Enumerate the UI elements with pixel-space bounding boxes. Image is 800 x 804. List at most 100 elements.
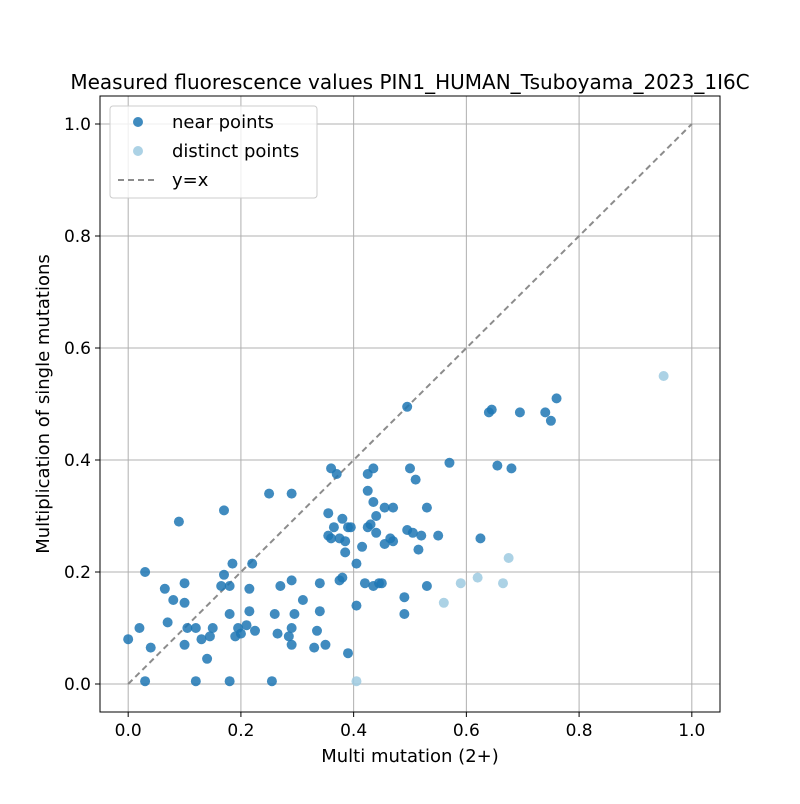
near-point: [286, 488, 297, 499]
near-point: [159, 583, 170, 594]
near-point: [241, 620, 252, 631]
near-point: [227, 558, 238, 569]
near-point: [405, 463, 415, 474]
near-point: [162, 617, 173, 628]
near-point: [371, 527, 382, 538]
near-point: [379, 502, 390, 513]
near-point: [326, 533, 337, 544]
near-point: [140, 676, 151, 687]
near-point: [323, 508, 334, 519]
near-point: [486, 404, 497, 415]
near-point: [272, 628, 283, 639]
x-tick-label: 0.6: [453, 721, 480, 741]
near-point: [351, 558, 362, 569]
near-point: [331, 469, 342, 479]
near-point: [244, 606, 255, 617]
near-point: [421, 581, 432, 591]
x-tick-label: 0.8: [566, 721, 593, 741]
near-point: [283, 631, 294, 642]
near-point: [244, 583, 255, 594]
near-point: [190, 676, 201, 687]
near-point: [337, 572, 348, 583]
legend: near points distinct points y=x: [109, 105, 318, 199]
distinct-point: [503, 553, 514, 563]
near-point: [297, 595, 308, 605]
near-point: [168, 595, 179, 605]
near-point: [134, 623, 145, 633]
near-point: [275, 581, 286, 591]
near-point: [266, 676, 277, 687]
x-tick-label: 0.2: [227, 721, 254, 741]
near-point: [340, 547, 351, 558]
near-point: [216, 581, 227, 591]
distinct-point: [498, 578, 508, 589]
near-point: [475, 533, 486, 544]
distinct-point: [351, 676, 362, 687]
y-tick-label: 1.0: [64, 115, 91, 135]
near-point: [219, 505, 229, 516]
near-point: [492, 460, 503, 471]
legend-box: [109, 105, 318, 199]
x-tick-label: 0.4: [340, 721, 367, 741]
near-point: [416, 530, 427, 541]
near-point: [309, 642, 320, 653]
near-point: [207, 623, 218, 633]
near-point: [359, 578, 370, 589]
near-point: [402, 401, 413, 412]
near-point: [351, 600, 362, 611]
near-point: [388, 502, 399, 513]
near-point: [179, 597, 190, 608]
near-point: [314, 578, 325, 589]
near-point: [407, 527, 418, 538]
x-tick-label: 1.0: [678, 721, 705, 741]
y-tick-label: 0.6: [64, 339, 91, 359]
x-tick-label: 0.0: [115, 721, 142, 741]
y-axis-label: Multiplication of single mutations: [33, 254, 54, 554]
x-ticks: 0.0 0.2 0.4 0.6 0.8 1.0: [115, 712, 705, 741]
distinct-point: [438, 597, 449, 608]
y-ticks: 0.0 0.2 0.4 0.6 0.8 1.0: [64, 115, 100, 695]
near-point: [247, 558, 258, 569]
near-point: [224, 609, 235, 619]
near-point: [362, 485, 373, 496]
near-point: [202, 653, 213, 664]
near-point: [540, 407, 551, 418]
near-point: [413, 544, 424, 555]
near-point: [140, 567, 151, 577]
distinct-point: [658, 371, 669, 381]
near-point: [337, 513, 348, 524]
near-point: [286, 575, 297, 586]
distinct-point: [455, 578, 466, 589]
chart-title: Measured fluorescence values PIN1_HUMAN_…: [70, 70, 749, 94]
near-point: [551, 393, 562, 404]
near-point: [196, 634, 207, 645]
near-point: [514, 407, 525, 418]
x-axis-label: Multi mutation (2+): [321, 746, 499, 767]
near-point: [399, 609, 410, 619]
near-point: [368, 497, 379, 507]
y-tick-label: 0.8: [64, 227, 91, 247]
near-point: [286, 623, 297, 633]
y-tick-label: 0.2: [64, 563, 91, 583]
near-point: [182, 623, 193, 633]
near-point: [365, 519, 376, 530]
near-point: [145, 642, 156, 653]
near-point: [376, 578, 387, 589]
axes-frame: [99, 95, 721, 713]
legend-near-marker: [133, 117, 143, 127]
near-point: [357, 541, 368, 552]
near-point: [545, 415, 556, 426]
legend-reference-label: y=x: [172, 170, 209, 191]
points-layer: [123, 371, 669, 687]
near-point: [345, 522, 356, 533]
near-point: [506, 463, 517, 474]
grid-lines: [100, 96, 720, 712]
near-point: [312, 625, 322, 636]
near-point: [224, 581, 235, 591]
near-point: [250, 625, 260, 636]
near-point: [173, 516, 184, 527]
legend-distinct-marker: [133, 146, 143, 156]
near-point: [179, 639, 190, 650]
y-tick-label: 0.4: [64, 451, 91, 471]
